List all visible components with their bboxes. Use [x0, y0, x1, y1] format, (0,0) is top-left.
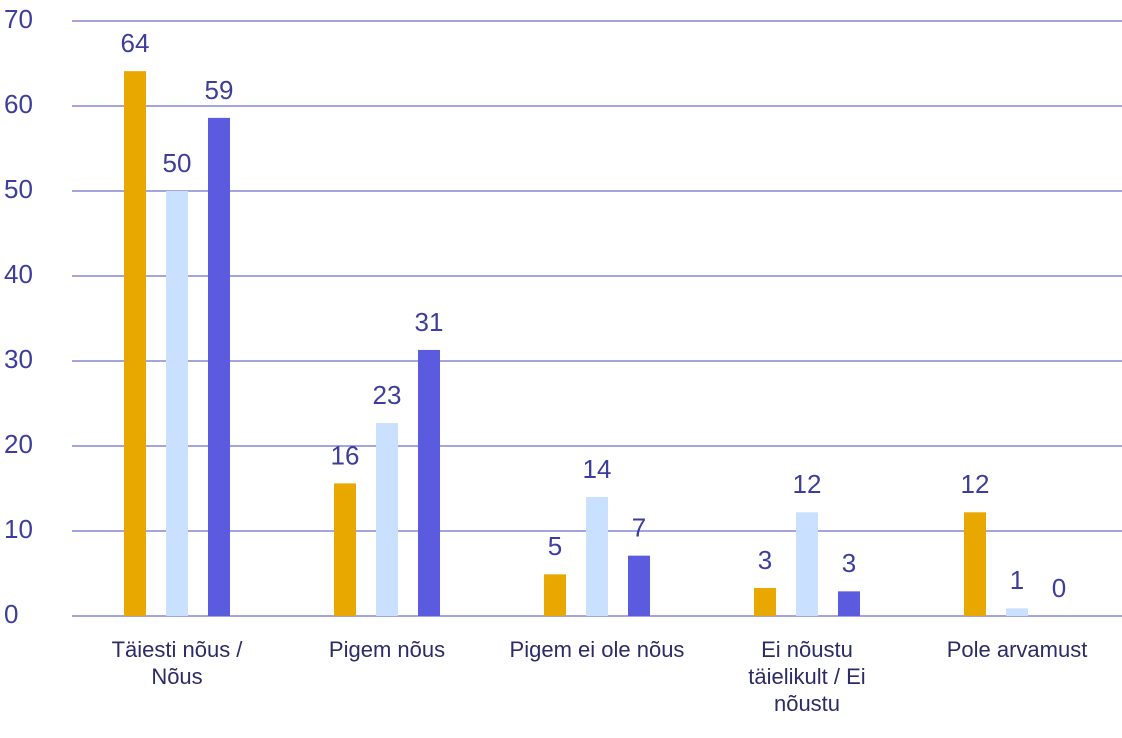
data-label: 50 — [163, 148, 192, 178]
bar — [838, 591, 860, 616]
bar — [376, 423, 398, 616]
y-tick-label: 10 — [4, 514, 33, 544]
bar — [124, 71, 146, 616]
bar — [544, 574, 566, 616]
data-label: 23 — [373, 380, 402, 410]
data-label: 5 — [548, 531, 562, 561]
y-tick-label: 0 — [4, 599, 18, 629]
x-tick-label: Pole arvamust — [946, 637, 1088, 662]
x-tick-label: Pigem nõus — [328, 637, 446, 662]
x-tick-label: Ei nõustu täielikult / Ei nõustu — [748, 637, 866, 716]
data-label: 64 — [121, 28, 150, 58]
data-label: 14 — [583, 454, 612, 484]
bar — [964, 512, 986, 616]
bar — [334, 483, 356, 616]
data-label: 16 — [331, 440, 360, 470]
data-label: 1 — [1010, 565, 1024, 595]
data-label: 12 — [961, 469, 990, 499]
data-label: 7 — [632, 513, 646, 543]
bar — [796, 512, 818, 616]
y-tick-label: 40 — [4, 259, 33, 289]
x-tick-label: Täiesti nõus / Nõus — [111, 637, 243, 689]
y-tick-label: 30 — [4, 344, 33, 374]
y-tick-label: 60 — [4, 89, 33, 119]
y-tick-label: 20 — [4, 429, 33, 459]
data-label: 3 — [842, 548, 856, 578]
bar — [418, 349, 440, 616]
bar — [754, 587, 776, 616]
data-label: 31 — [415, 307, 444, 337]
bar — [628, 555, 650, 616]
bar — [166, 191, 188, 616]
bar — [208, 117, 230, 617]
x-tick-label: Pigem ei ole nõus — [509, 637, 685, 662]
data-label: 0 — [1052, 573, 1066, 603]
data-label: 12 — [793, 469, 822, 499]
y-tick-label: 50 — [4, 174, 33, 204]
data-label: 3 — [758, 545, 772, 575]
data-label: 59 — [205, 75, 234, 105]
bar — [586, 497, 608, 616]
bar — [1006, 608, 1028, 616]
y-tick-label: 70 — [4, 4, 33, 34]
